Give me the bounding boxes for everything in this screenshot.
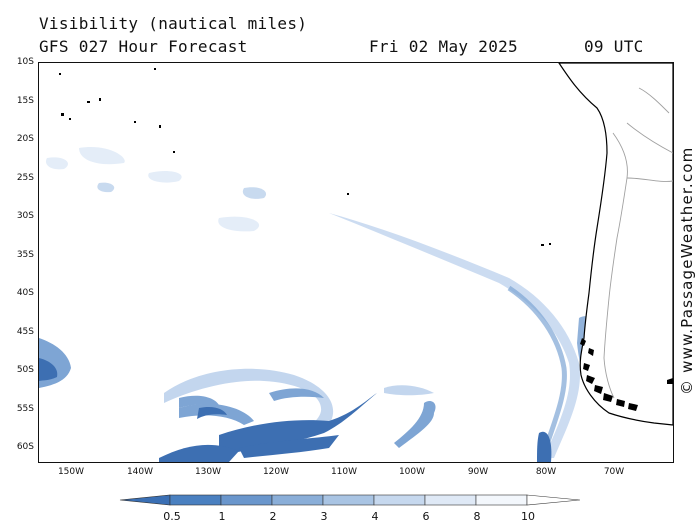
legend-colorbar bbox=[119, 494, 581, 506]
lat-label-25s: 25S bbox=[16, 173, 34, 183]
lon-label-130w: 130W bbox=[194, 467, 222, 477]
legend-swatch bbox=[475, 494, 528, 506]
lon-label-70w: 70W bbox=[603, 467, 625, 477]
legend-label-2: 2 bbox=[269, 510, 277, 523]
lat-label-35s: 35S bbox=[16, 250, 34, 260]
lat-label-30s: 30S bbox=[16, 211, 34, 221]
legend-label-10: 10 bbox=[521, 510, 535, 523]
falkland-islands bbox=[667, 378, 673, 384]
lat-label-20s: 20S bbox=[16, 134, 34, 144]
lat-label-45s: 45S bbox=[16, 327, 34, 337]
legend-swatch bbox=[322, 494, 375, 506]
legend-label-3: 3 bbox=[320, 510, 328, 523]
model-forecast-label: GFS 027 Hour Forecast bbox=[39, 37, 248, 56]
visibility-light-areas bbox=[45, 91, 666, 232]
legend-label-0-5: 0.5 bbox=[163, 510, 181, 523]
lon-label-100w: 100W bbox=[398, 467, 426, 477]
lat-label-55s: 55S bbox=[16, 404, 34, 414]
legend-swatch bbox=[169, 494, 222, 506]
legend-label-1: 1 bbox=[218, 510, 226, 523]
forecast-time: 09 UTC bbox=[584, 37, 644, 56]
legend-arrow-right bbox=[526, 494, 581, 506]
lon-label-80w: 80W bbox=[535, 467, 557, 477]
legend-label-4: 4 bbox=[371, 510, 379, 523]
lat-label-15s: 15S bbox=[16, 96, 34, 106]
legend-label-6: 6 bbox=[422, 510, 430, 523]
legend-swatch bbox=[424, 494, 477, 506]
low-pressure-swirl bbox=[159, 368, 377, 462]
chile-islands bbox=[580, 338, 638, 411]
map-canvas bbox=[39, 63, 673, 462]
lon-label-120w: 120W bbox=[262, 467, 290, 477]
lon-label-140w: 140W bbox=[126, 467, 154, 477]
lat-label-60s: 60S bbox=[16, 442, 34, 452]
map-title: Visibility (nautical miles) bbox=[39, 14, 308, 33]
legend-swatch bbox=[220, 494, 273, 506]
legend-swatch bbox=[373, 494, 426, 506]
lat-label-50s: 50S bbox=[16, 365, 34, 375]
copyright-notice: © www.PassageWeather.com bbox=[678, 146, 696, 395]
visibility-legend: 0.5 1 2 3 4 6 8 10 bbox=[118, 492, 582, 526]
legend-swatch bbox=[271, 494, 324, 506]
legend-label-8: 8 bbox=[473, 510, 481, 523]
visibility-map bbox=[38, 62, 674, 463]
forecast-date: Fri 02 May 2025 bbox=[369, 37, 518, 56]
southern-vis-patch bbox=[394, 401, 436, 448]
pacific-islands bbox=[59, 68, 551, 246]
frontal-band bbox=[329, 213, 580, 458]
lat-label-10s: 10S bbox=[16, 57, 34, 67]
country-border-chile-argentina bbox=[603, 132, 628, 399]
legend-arrow-left bbox=[119, 494, 171, 506]
lon-label-90w: 90W bbox=[467, 467, 489, 477]
lon-label-150w: 150W bbox=[57, 467, 85, 477]
lat-label-40s: 40S bbox=[16, 288, 34, 298]
lon-label-110w: 110W bbox=[330, 467, 358, 477]
